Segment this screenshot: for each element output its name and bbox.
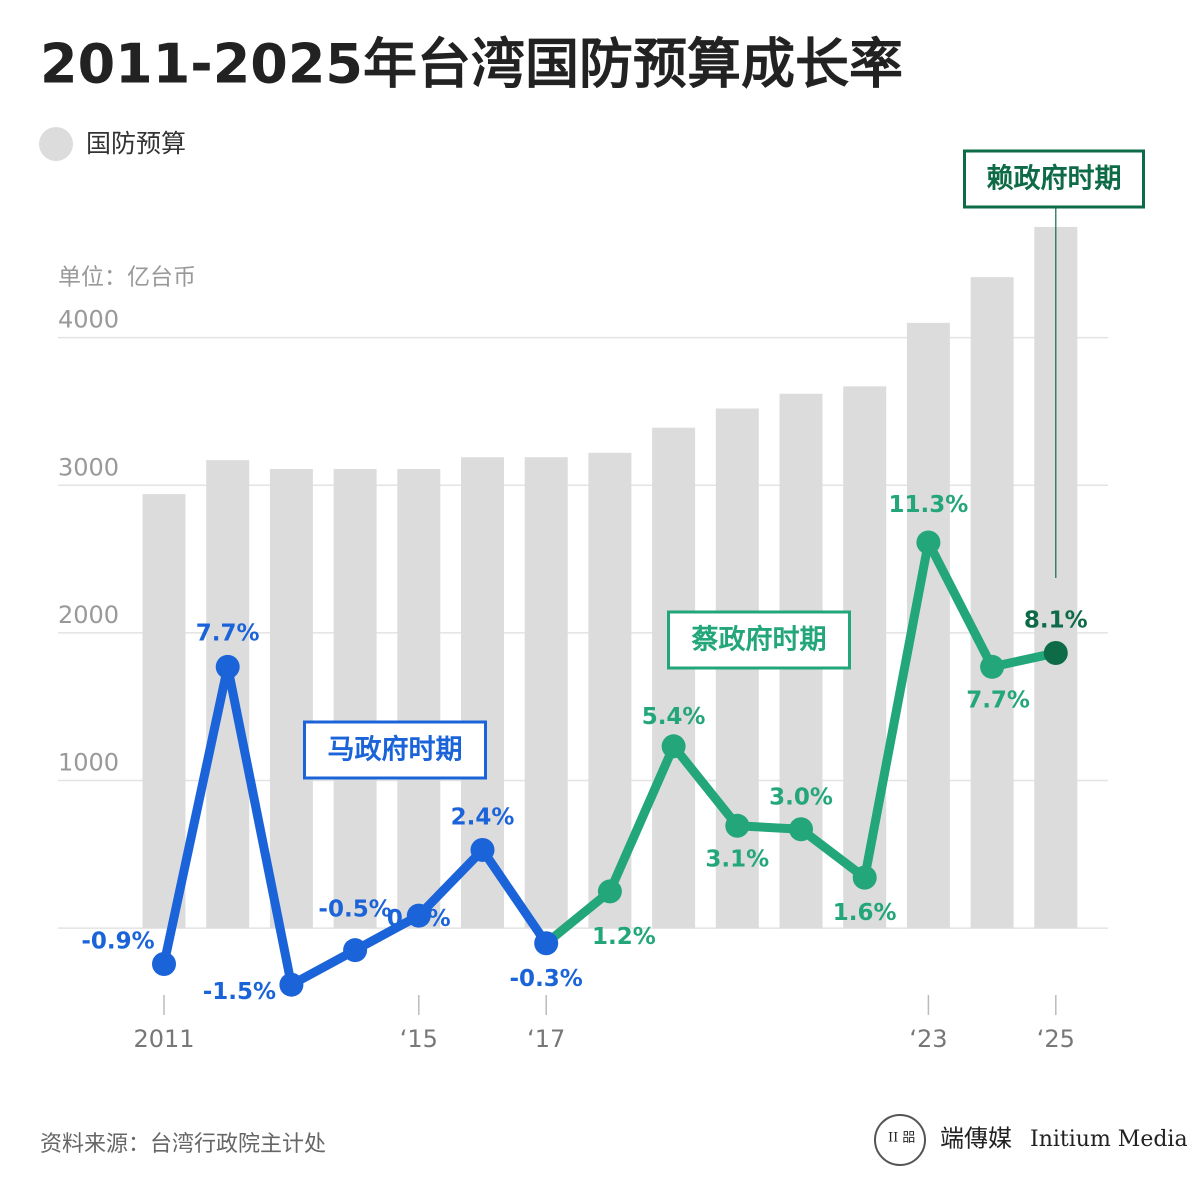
y-tick-label: 4000	[58, 306, 119, 334]
data-label: -1.5%	[203, 979, 276, 1005]
line-point	[597, 879, 622, 904]
data-label: -0.5%	[318, 897, 391, 923]
line-point	[725, 813, 750, 838]
bar	[652, 427, 696, 929]
line-point	[1043, 641, 1068, 666]
line-segment	[669, 741, 742, 831]
source: 资料来源：台湾行政院主计处	[40, 1132, 326, 1157]
line-segment	[605, 741, 679, 896]
line-point	[152, 951, 176, 976]
bar	[142, 494, 186, 929]
bar	[397, 469, 441, 929]
line-point	[215, 654, 240, 679]
logo: II 㗊 端傳媒 Initium Media	[874, 1114, 1188, 1166]
line-point	[534, 931, 559, 956]
x-tick-label: 2011	[133, 1025, 194, 1053]
line-point	[470, 837, 495, 862]
logo-circle	[874, 1114, 926, 1166]
data-label: 3.1%	[705, 846, 769, 872]
x-tick-label: ‘25	[1037, 1025, 1075, 1053]
data-label: 7.7%	[196, 620, 260, 646]
line-point	[852, 865, 877, 890]
chart-title: 2011-2025年台湾国防预算成长率	[40, 33, 903, 96]
line-point	[789, 817, 813, 842]
x-tick-label: ‘17	[527, 1025, 565, 1053]
annotation-box	[963, 149, 1145, 209]
y-tick-label: 3000	[58, 453, 119, 481]
logo-cn: 端傳媒	[940, 1125, 1012, 1153]
x-tick-label: ‘15	[400, 1025, 438, 1053]
line-segment	[414, 845, 487, 921]
bar	[333, 469, 377, 929]
line-segment	[159, 662, 233, 969]
y-tick-label: 2000	[58, 601, 119, 629]
x-tick-label: ‘23	[909, 1025, 947, 1053]
line-point	[980, 654, 1005, 679]
unit-label: 单位：亿台币	[58, 265, 196, 291]
annotation-text: 蔡政府时期	[692, 624, 827, 656]
data-label: -0.9%	[81, 928, 154, 954]
line-segment	[478, 845, 551, 948]
annotation-text: 马政府时期	[328, 734, 463, 766]
annotation-box	[667, 610, 851, 670]
line-segment	[860, 537, 933, 883]
annotation-box	[303, 720, 487, 780]
data-label: 8.1%	[1024, 608, 1088, 634]
data-label: -0.3%	[510, 966, 583, 992]
bar	[269, 469, 313, 929]
bar	[970, 277, 1014, 929]
legend-label: 国防预算	[86, 129, 186, 158]
logo-en: Initium Media	[1030, 1127, 1188, 1152]
line-segment	[541, 886, 615, 948]
line-point	[279, 972, 304, 997]
line-point	[661, 734, 686, 759]
line-segment	[286, 945, 360, 990]
bar	[206, 460, 250, 929]
line-point	[406, 903, 431, 928]
data-label: 11.3%	[889, 492, 969, 518]
data-label: 5.4%	[642, 704, 706, 730]
data-label: 7.7%	[966, 687, 1030, 713]
legend-swatch	[39, 127, 73, 161]
line-segment	[796, 824, 870, 883]
line-point	[343, 938, 368, 963]
data-label: 1.6%	[833, 900, 897, 926]
data-label: 1.2%	[592, 924, 656, 950]
data-label: 2.4%	[451, 804, 515, 830]
data-label: 3.0%	[769, 785, 833, 811]
line-point	[916, 530, 941, 555]
logo-mark: II 㗊	[888, 1131, 915, 1146]
annotation-text: 赖政府时期	[987, 163, 1122, 195]
bar	[524, 457, 568, 929]
line-segment	[923, 537, 997, 672]
y-tick-label: 1000	[58, 749, 119, 777]
data-label: 0.5%	[387, 906, 451, 932]
line-segment	[223, 662, 296, 990]
line-segment	[350, 911, 424, 955]
